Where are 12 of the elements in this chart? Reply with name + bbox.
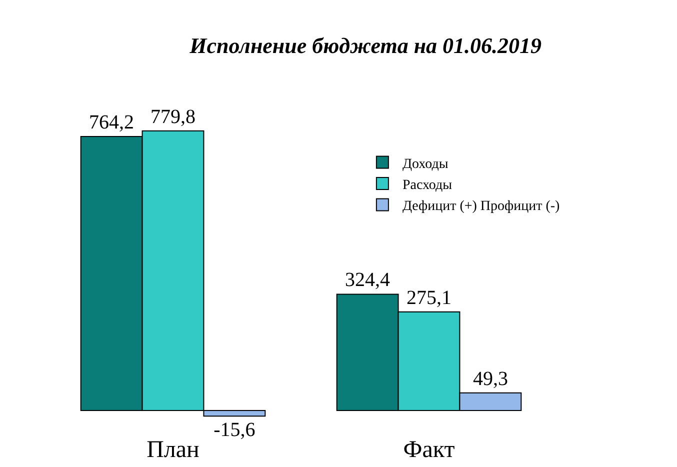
data-label: 764,2 [89, 111, 134, 134]
data-label: -15,6 [214, 419, 256, 442]
data-label: 49,3 [472, 368, 508, 390]
x-tick-label: План [146, 437, 200, 463]
legend-label: Расходы [402, 178, 453, 193]
legend-label: Доходы [402, 156, 449, 172]
x-tick-label: Факт [403, 437, 456, 463]
data-label: 779,8 [150, 106, 196, 128]
data-label: 324,4 [345, 269, 390, 292]
chart-title: Исполнение бюджета на 01.06.2019 [188, 32, 542, 58]
legend-label: Дефицит (+) Профицит (-) [402, 199, 560, 214]
data-label: 275,1 [406, 286, 452, 309]
